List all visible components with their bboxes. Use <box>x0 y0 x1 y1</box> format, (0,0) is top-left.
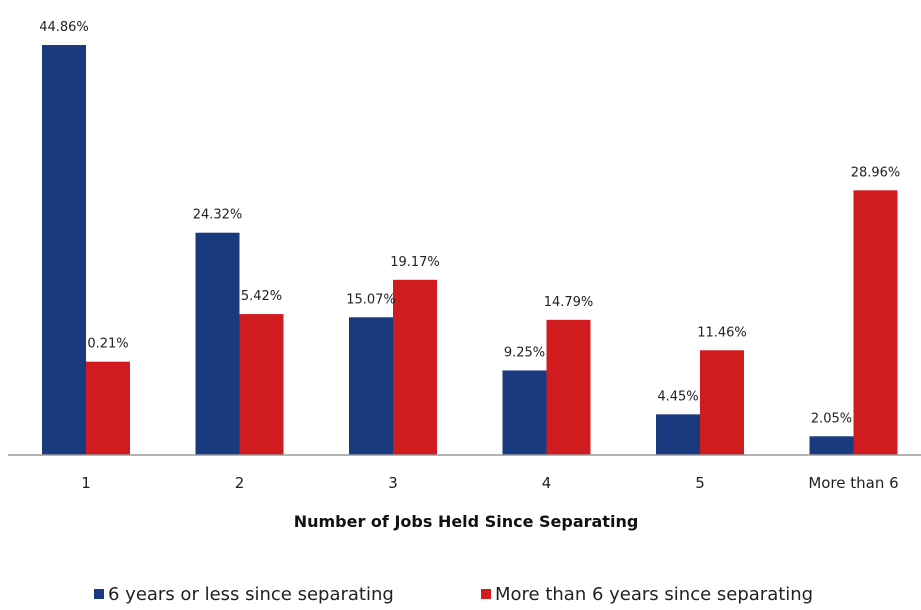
legend-swatch-s0 <box>94 589 104 599</box>
bar-s1-c3 <box>546 319 591 455</box>
x-tick-label-3: 4 <box>542 474 552 492</box>
bar-s0-c4 <box>656 414 700 455</box>
data-label-s0-c5: 2.05% <box>811 411 852 426</box>
data-label-s1-c4: 11.46% <box>697 325 747 340</box>
legend-swatch-s1 <box>481 589 491 599</box>
bar-s1-c5 <box>853 190 898 455</box>
bar-s0-c0 <box>42 45 86 455</box>
x-tick-label-0: 1 <box>81 474 91 492</box>
data-label-s0-c0: 44.86% <box>39 20 89 35</box>
bar-s0-c3 <box>502 370 547 455</box>
value-labels-layer: 44.86% 0.21% 24.32% 5.42% 15.07% 19.17% 9.25% 1… <box>39 20 900 426</box>
x-tick-label-2: 3 <box>388 474 398 492</box>
legend: 6 years or less since separating More tha… <box>94 584 813 605</box>
data-label-s1-c3: 14.79% <box>544 295 594 310</box>
data-label-s1-c5: 28.96% <box>851 165 901 180</box>
bar-s1-c0 <box>86 361 130 455</box>
x-axis-title: Number of Jobs Held Since Separating <box>294 512 639 531</box>
bar-s1-c1 <box>239 314 284 455</box>
legend-label-s0: 6 years or less since separating <box>108 584 394 605</box>
data-label-s0-c1: 24.32% <box>193 208 243 223</box>
bar-s1-c2 <box>393 279 437 455</box>
bar-s0-c5 <box>809 436 854 455</box>
x-tick-label-5: More than 6 <box>808 474 898 492</box>
data-label-s0-c2: 15.07% <box>346 292 396 307</box>
x-tick-label-4: 5 <box>695 474 705 492</box>
data-label-s1-c1: 5.42% <box>241 289 282 304</box>
data-label-s0-c4: 4.45% <box>657 389 698 404</box>
bar-s1-c4 <box>700 350 744 455</box>
legend-label-s1: More than 6 years since separating <box>495 584 813 605</box>
data-label-s1-c0: 0.21% <box>87 337 128 352</box>
data-label-s1-c2: 19.17% <box>390 255 440 270</box>
data-label-s0-c3: 9.25% <box>504 345 545 360</box>
x-tick-label-1: 2 <box>235 474 245 492</box>
bar-s0-c1 <box>195 232 240 455</box>
bar-s0-c2 <box>349 317 393 455</box>
bars-layer <box>42 45 898 455</box>
x-tick-labels-layer: 1 2 3 4 5 More than 6 <box>81 474 898 492</box>
